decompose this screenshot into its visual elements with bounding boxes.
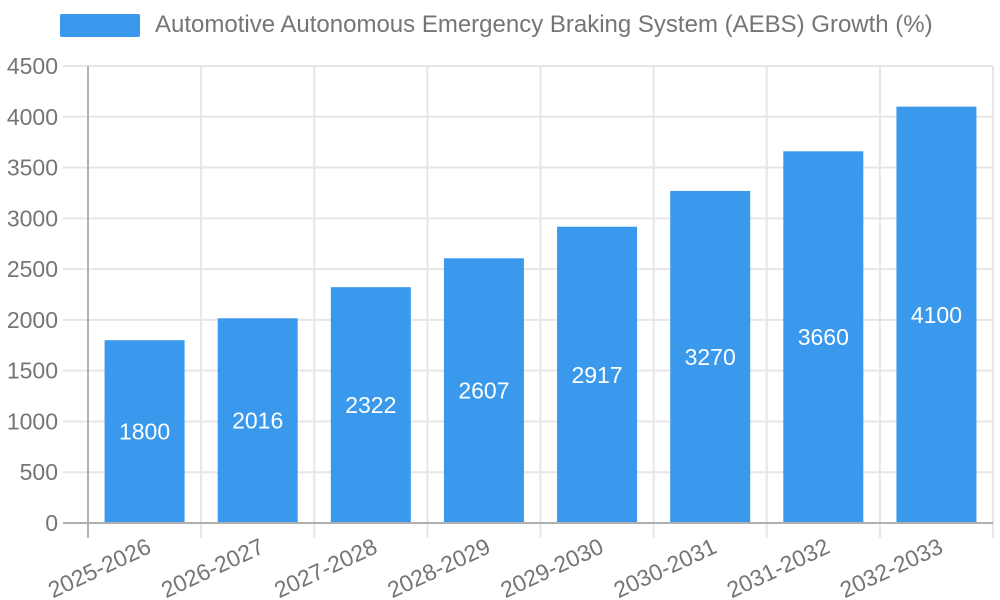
bar-2027-2028[interactable] xyxy=(330,287,411,523)
bar-value-label: 2917 xyxy=(571,362,622,388)
bar-value-label: 2016 xyxy=(232,408,283,434)
y-axis-tick-label: 4000 xyxy=(7,104,58,130)
y-axis-tick-label: 3000 xyxy=(7,205,58,231)
y-axis-tick-label: 500 xyxy=(20,459,58,485)
bar-2026-2027[interactable] xyxy=(217,318,298,523)
x-axis-tick-label: 2031-2032 xyxy=(723,533,834,600)
legend[interactable]: Automotive Autonomous Emergency Braking … xyxy=(60,13,933,37)
bar-2028-2029[interactable] xyxy=(443,258,524,523)
x-axis-tick-label: 2030-2031 xyxy=(610,533,721,600)
y-axis-tick-label: 3500 xyxy=(7,155,58,181)
bar-value-label: 4100 xyxy=(911,302,962,328)
x-axis-tick-label: 2029-2030 xyxy=(496,533,607,600)
x-axis-tick-label: 2025-2026 xyxy=(44,533,155,600)
bar-value-label: 2322 xyxy=(345,392,396,418)
y-axis-tick-label: 0 xyxy=(45,510,58,536)
y-axis-tick-label: 2500 xyxy=(7,256,58,282)
x-axis-tick-label: 2032-2033 xyxy=(836,533,947,600)
bar-value-label: 2607 xyxy=(458,378,509,404)
bar-2032-2033[interactable] xyxy=(896,106,977,523)
bar-2025-2026[interactable] xyxy=(104,340,185,523)
legend-swatch-icon xyxy=(60,13,140,37)
legend-label: Automotive Autonomous Emergency Braking … xyxy=(155,11,933,38)
bar-2031-2032[interactable] xyxy=(783,151,864,523)
bar-2030-2031[interactable] xyxy=(670,190,751,523)
bar-value-label: 3270 xyxy=(685,344,736,370)
x-axis-tick-label: 2028-2029 xyxy=(383,533,494,600)
y-axis-tick-label: 1000 xyxy=(7,408,58,434)
bar-2029-2030[interactable] xyxy=(557,226,638,523)
y-axis-tick-label: 4500 xyxy=(7,53,58,79)
bar-value-label: 3660 xyxy=(798,324,849,350)
y-axis-tick-label: 1500 xyxy=(7,358,58,384)
y-axis-tick-label: 2000 xyxy=(7,307,58,333)
bar-value-label: 1800 xyxy=(119,419,170,445)
x-axis-tick-label: 2027-2028 xyxy=(270,533,381,600)
x-axis-tick-label: 2026-2027 xyxy=(157,533,268,600)
